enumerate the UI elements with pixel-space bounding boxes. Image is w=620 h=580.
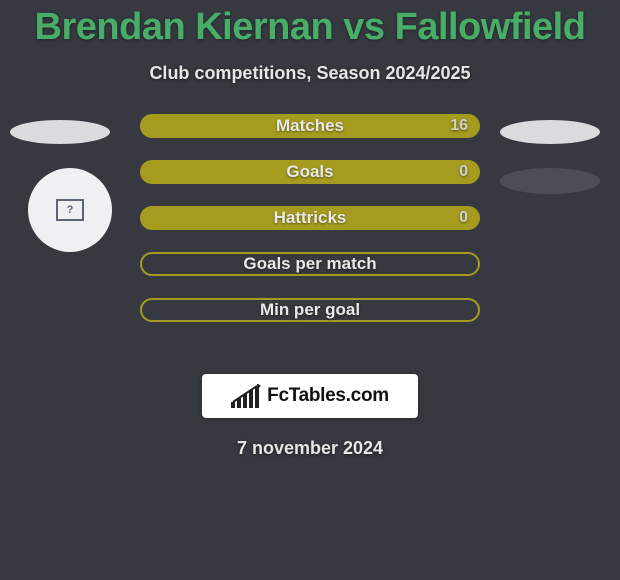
stat-bar-label: Goals [286, 162, 333, 182]
player-right-badge-ellipse [500, 168, 600, 194]
placeholder-image-icon: ? [56, 199, 84, 221]
player-right-col [500, 114, 600, 194]
stat-bar: Min per goal [140, 298, 480, 322]
stat-bar: Hattricks 0 [140, 206, 480, 230]
stat-bar: Goals per match [140, 252, 480, 276]
brand-badge: FcTables.com [202, 374, 418, 418]
stat-bar-value: 0 [459, 209, 468, 227]
brand-bars-icon [231, 384, 261, 408]
comparison-card: Brendan Kiernan vs Fallowfield Club comp… [0, 0, 620, 580]
stat-bar-value: 16 [450, 117, 468, 135]
stat-bar-label: Hattricks [274, 208, 347, 228]
snapshot-date: 7 november 2024 [0, 438, 620, 459]
stat-bar-label: Min per goal [260, 300, 360, 320]
stat-bar-value: 0 [459, 163, 468, 181]
player-left-name-ellipse [10, 120, 110, 144]
player-left-badge: ? [28, 168, 112, 252]
stat-bars: Matches 16 Goals 0 Hattricks 0 Goals per match… [140, 114, 480, 344]
brand-text: FcTables.com [267, 385, 389, 407]
player-right-name-ellipse [500, 120, 600, 144]
stat-bar-label: Matches [276, 116, 344, 136]
player-left-col: ? [10, 114, 130, 252]
stat-bar: Goals 0 [140, 160, 480, 184]
comparison-stage: ? Matches 16 Goals 0 Hattricks 0 Goals per mat… [0, 114, 620, 374]
page-subtitle: Club competitions, Season 2024/2025 [0, 63, 620, 84]
stat-bar-label: Goals per match [243, 254, 376, 274]
placeholder-glyph: ? [67, 204, 74, 216]
page-title: Brendan Kiernan vs Fallowfield [0, 0, 620, 49]
stat-bar: Matches 16 [140, 114, 480, 138]
